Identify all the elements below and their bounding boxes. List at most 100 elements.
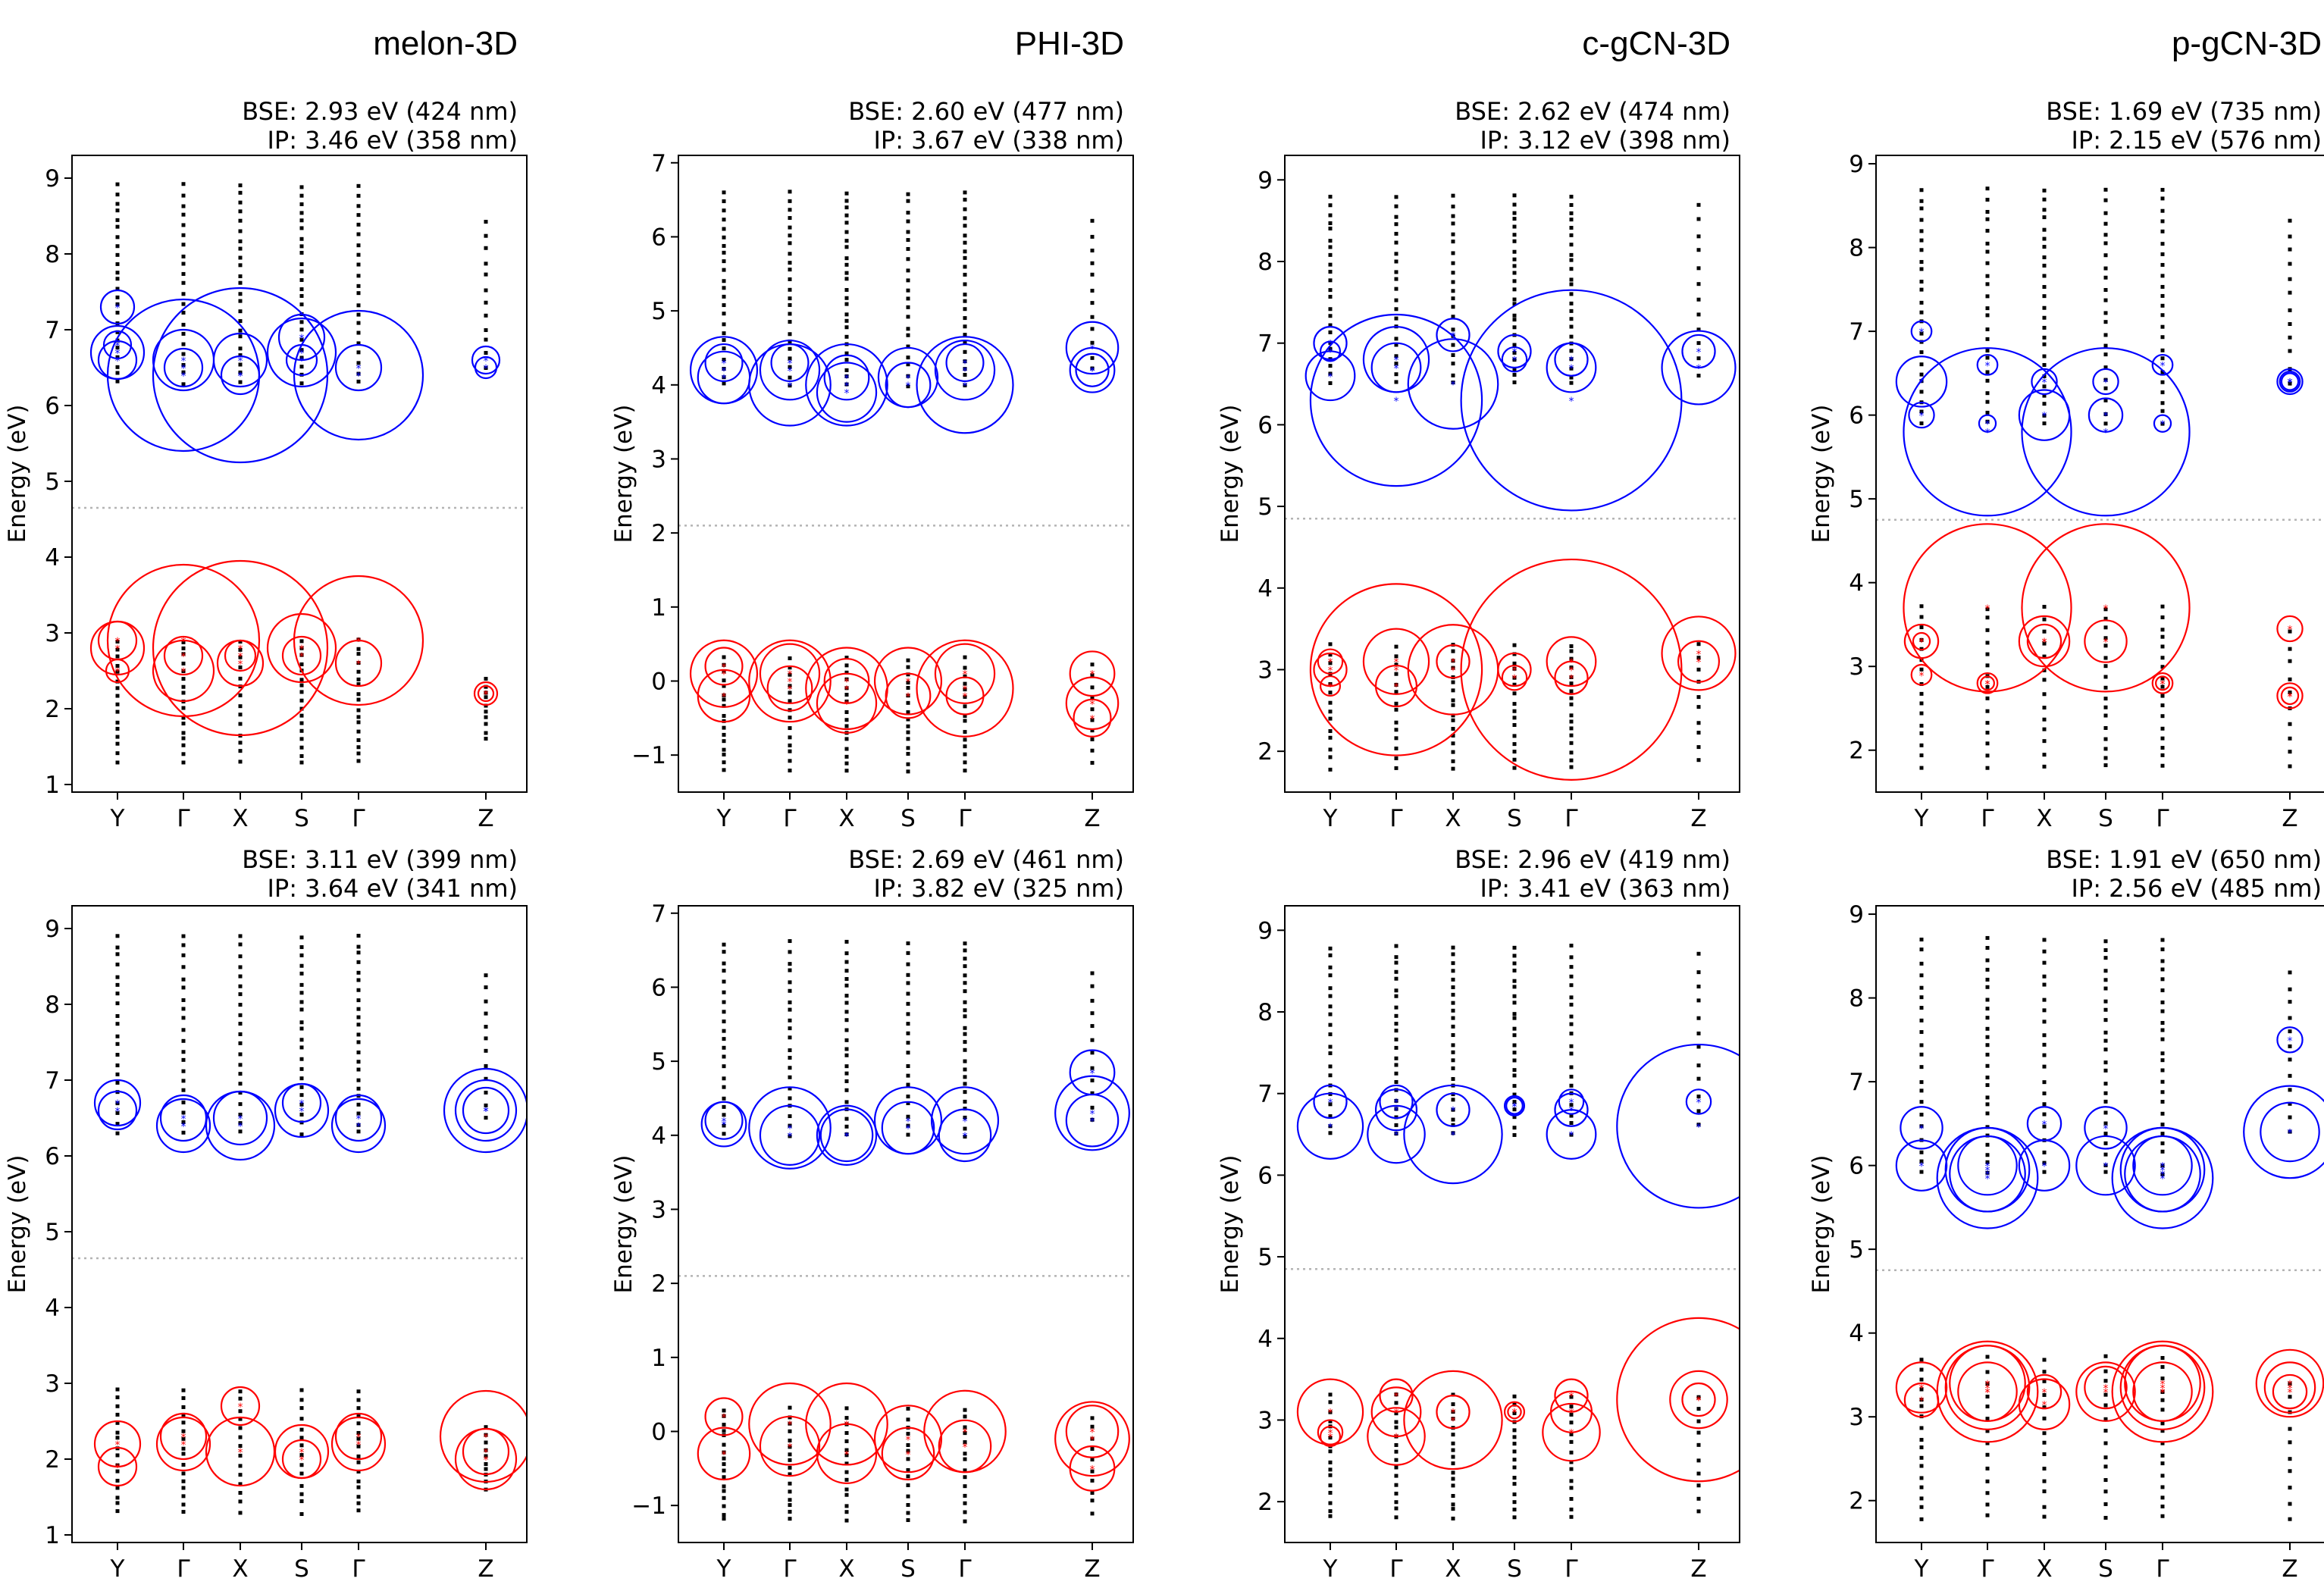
conduction-marker: * xyxy=(1512,346,1517,359)
valence-marker: * xyxy=(115,1439,121,1452)
valence-marker: * xyxy=(2160,1379,2166,1391)
band-point xyxy=(238,1129,243,1134)
band-point xyxy=(1919,372,1924,377)
band-point xyxy=(2042,315,2047,320)
band-point xyxy=(2042,1064,2047,1069)
band-point xyxy=(2103,198,2108,202)
band-point xyxy=(1696,642,1701,647)
band-point xyxy=(299,1000,304,1004)
band-point xyxy=(2160,1009,2165,1013)
valence-marker: * xyxy=(963,669,968,681)
band-point xyxy=(2042,1008,2047,1013)
conduction-weight-circle xyxy=(1313,326,1348,361)
y-tick-label: 5 xyxy=(651,298,666,325)
band-point xyxy=(1451,362,1455,366)
band-point xyxy=(2160,1485,2165,1489)
band-point xyxy=(2160,274,2165,278)
conduction-weight-circle xyxy=(2084,1106,2128,1150)
band-point xyxy=(1696,695,1701,700)
y-tick-label: 2 xyxy=(1258,1489,1273,1516)
band-point xyxy=(115,1034,120,1038)
panel-title: melon-3D xyxy=(373,25,518,62)
band-point xyxy=(906,278,910,283)
band-point xyxy=(356,998,361,1003)
band-point xyxy=(2160,967,2165,972)
band-point xyxy=(299,945,304,950)
band-point xyxy=(299,211,304,215)
band-point xyxy=(1512,691,1517,696)
valence-marker: * xyxy=(1394,665,1399,677)
band-point xyxy=(2160,187,2165,192)
band-point xyxy=(906,724,910,728)
band-point xyxy=(1394,756,1398,760)
conduction-marker: * xyxy=(1569,1105,1574,1117)
band-point xyxy=(1512,994,1517,998)
band-point xyxy=(2042,374,2047,378)
band-point xyxy=(1696,1063,1701,1068)
band-point xyxy=(844,1064,849,1069)
band-point xyxy=(1512,1458,1517,1462)
conduction-weight-circle xyxy=(1616,1044,1740,1209)
band-point xyxy=(115,193,120,197)
band-point xyxy=(1090,760,1095,765)
plot-area: ************************** xyxy=(678,939,1133,1524)
band-point xyxy=(906,685,910,690)
valence-marker: * xyxy=(1569,657,1574,669)
band-point xyxy=(906,1123,910,1128)
valence-marker: * xyxy=(238,1447,243,1459)
conduction-weight-circle xyxy=(2119,1126,2206,1213)
band-point xyxy=(299,753,304,758)
band-point xyxy=(1328,700,1333,705)
band-point xyxy=(238,1444,243,1448)
band-point xyxy=(2160,1453,2165,1458)
band-point xyxy=(1919,1387,1924,1392)
band-point xyxy=(906,751,910,756)
conduction-marker: * xyxy=(181,363,186,375)
band-point xyxy=(844,977,849,982)
conduction-marker: * xyxy=(2042,411,2047,423)
x-tick-label: Z xyxy=(1690,805,1706,832)
band-point xyxy=(788,1481,792,1486)
band-point xyxy=(299,365,304,369)
conduction-marker: * xyxy=(722,373,727,385)
band-point xyxy=(722,1442,726,1447)
band-point xyxy=(238,1082,243,1086)
conduction-marker: * xyxy=(722,1120,727,1132)
band-point xyxy=(1090,1011,1095,1016)
band-point xyxy=(722,268,726,272)
valence-marker: * xyxy=(484,689,489,701)
band-point xyxy=(1569,944,1574,948)
y-tick-label: 2 xyxy=(45,696,60,723)
band-point xyxy=(2288,218,2292,223)
valence-marker: * xyxy=(1090,669,1095,681)
band-point xyxy=(1512,239,1517,243)
band-point xyxy=(1512,297,1517,302)
band-point xyxy=(2103,1428,2108,1433)
band-point xyxy=(2288,1395,2292,1399)
conduction-marker: * xyxy=(2288,377,2293,389)
band-point xyxy=(1090,249,1095,253)
conduction-weight-circle xyxy=(916,336,1014,434)
band-point xyxy=(1090,1416,1095,1420)
conduction-marker: * xyxy=(1328,346,1333,359)
band-point xyxy=(1919,1170,1924,1174)
valence-weight-circle xyxy=(462,1427,510,1476)
band-point xyxy=(356,1469,361,1474)
panel-title: PHI-3D xyxy=(1015,25,1124,62)
band-point xyxy=(1985,663,1990,668)
band-point xyxy=(844,1406,849,1411)
conduction-marker: * xyxy=(115,302,121,315)
band-point xyxy=(181,1412,186,1417)
band-point xyxy=(844,737,849,741)
band-point xyxy=(2042,413,2047,418)
valence-marker: * xyxy=(115,666,121,678)
band-point xyxy=(2042,1019,2047,1024)
band-point xyxy=(115,355,120,359)
conduction-weight-circle xyxy=(934,340,996,401)
band-point xyxy=(2160,763,2165,768)
band-point xyxy=(722,1054,726,1059)
band-point xyxy=(788,233,792,238)
y-tick-label: 9 xyxy=(1258,167,1273,194)
band-point xyxy=(1394,1515,1398,1520)
band-point xyxy=(115,1101,120,1106)
